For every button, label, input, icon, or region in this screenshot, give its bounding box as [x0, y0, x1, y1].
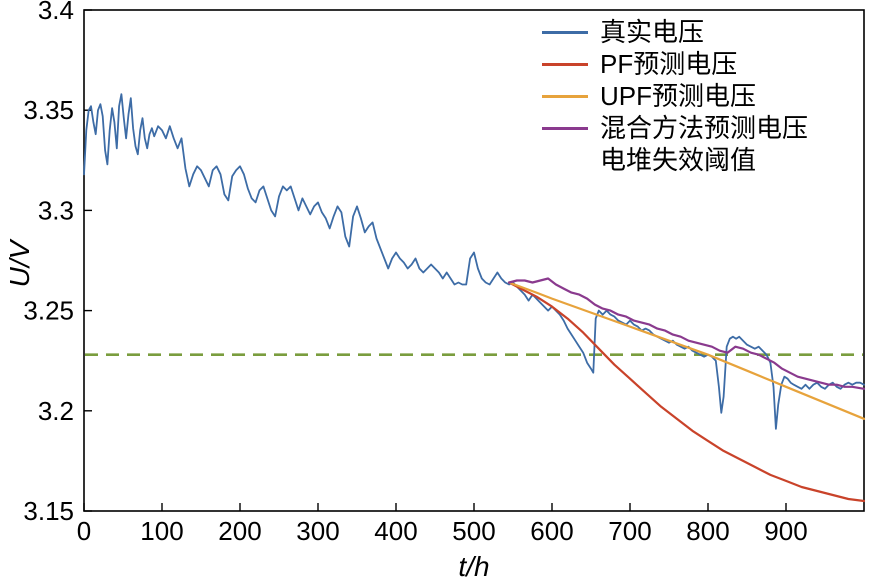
- y-tick-label: 3.2: [38, 396, 74, 426]
- x-tick-label: 600: [530, 516, 573, 546]
- legend-item: 电堆失效阈值: [542, 144, 808, 176]
- y-tick-label: 3.25: [23, 296, 74, 326]
- x-tick-label: 300: [296, 516, 339, 546]
- legend-item: UPF预测电压: [542, 80, 808, 112]
- series-line-3: [508, 277, 866, 390]
- x-tick-label: 400: [374, 516, 417, 546]
- y-axis-label: U/V: [4, 240, 35, 288]
- legend-item: 混合方法预测电压: [542, 112, 808, 144]
- x-tick-label: 0: [77, 516, 91, 546]
- legend-label: UPF预测电压: [600, 81, 757, 111]
- y-tick-label: 3.15: [23, 496, 74, 526]
- x-tick-label: 200: [218, 516, 261, 546]
- y-tick-label: 3.3: [38, 195, 74, 225]
- series-line-2: [508, 281, 866, 420]
- legend-line-swatch: [542, 126, 588, 130]
- x-tick-label: 900: [764, 516, 807, 546]
- legend-item: PF预测电压: [542, 48, 808, 80]
- legend-line-swatch: [542, 62, 588, 66]
- y-tick-label: 3.35: [23, 95, 74, 125]
- x-tick-label: 800: [686, 516, 729, 546]
- x-tick-label: 700: [608, 516, 651, 546]
- x-tick-label: 500: [452, 516, 495, 546]
- series-line-1: [508, 281, 866, 503]
- legend-label: 电堆失效阈值: [600, 145, 757, 175]
- legend-label: 真实电压: [600, 17, 705, 47]
- legend-line-swatch: [542, 159, 588, 162]
- y-tick-label: 3.4: [38, 0, 74, 25]
- legend: 真实电压 PF预测电压 UPF预测电压 混合方法预测电压 电堆失效阈值: [542, 16, 808, 176]
- legend-label: 混合方法预测电压: [600, 113, 809, 143]
- legend-item: 真实电压: [542, 16, 808, 48]
- x-axis-label: t/h: [458, 551, 490, 582]
- legend-line-swatch: [542, 30, 588, 34]
- series-line-0: [83, 93, 865, 430]
- x-tick-label: 100: [140, 516, 183, 546]
- legend-line-swatch: [542, 94, 588, 98]
- legend-label: PF预测电压: [600, 49, 738, 79]
